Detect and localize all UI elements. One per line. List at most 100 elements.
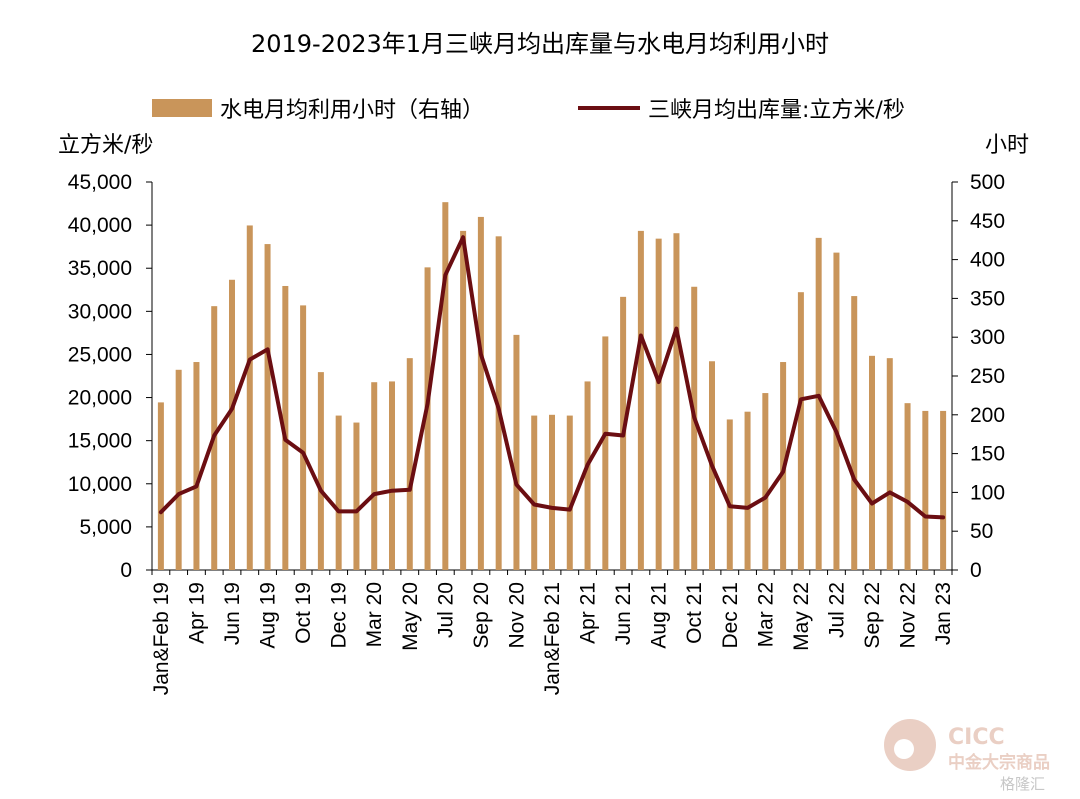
x-tick-label: Apr 19 xyxy=(185,582,208,644)
left-tick-label: 40,000 xyxy=(68,214,132,237)
x-tick-label: Oct 21 xyxy=(683,582,706,644)
right-tick-label: 400 xyxy=(970,249,1005,272)
x-tick-label: Aug 21 xyxy=(648,582,671,649)
bar xyxy=(300,305,307,570)
bar xyxy=(637,230,644,570)
bar xyxy=(442,202,449,570)
bar xyxy=(833,252,840,570)
left-tick-label: 10,000 xyxy=(68,473,132,496)
bar xyxy=(371,382,378,570)
bar xyxy=(673,233,680,570)
x-tick-label: Sep 20 xyxy=(470,582,493,649)
x-tick-label: Oct 19 xyxy=(292,582,315,644)
left-tick-label: 20,000 xyxy=(68,387,132,410)
left-tick-label: 25,000 xyxy=(68,343,132,366)
bar xyxy=(797,292,804,570)
x-tick-label: Jul 22 xyxy=(825,582,848,638)
bar xyxy=(762,393,769,570)
x-tick-label: Jan&Feb 21 xyxy=(541,582,564,695)
x-tick-label: Jan&Feb 19 xyxy=(150,582,173,695)
x-tick-label: May 22 xyxy=(790,582,813,651)
bar xyxy=(264,244,271,570)
right-axis-unit: 小时 xyxy=(985,133,1029,158)
x-tick-label: Sep 22 xyxy=(861,582,884,649)
left-tick-label: 15,000 xyxy=(68,430,132,453)
bar xyxy=(869,355,875,570)
x-tick-label: Mar 22 xyxy=(754,582,777,647)
bar xyxy=(157,402,164,570)
line-series xyxy=(158,235,946,520)
left-tick-label: 30,000 xyxy=(68,300,132,323)
bar xyxy=(282,285,289,570)
x-tick-label: Jun 19 xyxy=(221,582,244,645)
left-tick-label: 45,000 xyxy=(68,171,132,194)
chart-title: 2019-2023年1月三峡月均出库量与水电月均利用小时 xyxy=(251,30,829,58)
x-tick-label: Aug 19 xyxy=(257,582,280,649)
right-tick-label: 350 xyxy=(970,287,1005,310)
left-axis-ticks: 45,000 40,000 35,000 30,000 25,000 20,000 15,0… xyxy=(68,171,152,582)
right-tick-label: 150 xyxy=(970,443,1005,466)
bar xyxy=(317,372,324,570)
bar xyxy=(513,334,520,570)
legend: 水电月均利用小时（右轴） 三峡月均出库量:立方米/秒 xyxy=(152,98,905,123)
watermark: CICC 中金大宗商品 格隆汇 xyxy=(884,719,1050,793)
bar xyxy=(389,381,395,570)
right-tick-label: 300 xyxy=(970,326,1005,349)
bar xyxy=(229,279,235,570)
bar xyxy=(549,414,555,570)
bar xyxy=(726,419,733,570)
bar xyxy=(691,286,698,570)
bar xyxy=(744,411,751,570)
cicc-logo-inner-icon xyxy=(894,739,914,759)
bar xyxy=(246,225,253,570)
bar xyxy=(904,403,911,570)
x-tick-label: Nov 20 xyxy=(505,582,528,649)
x-tick-label: Dec 21 xyxy=(719,582,742,649)
x-tick-label: Jun 21 xyxy=(612,582,635,645)
watermark-subtitle: 中金大宗商品 xyxy=(948,752,1050,773)
x-tick-label: Nov 22 xyxy=(897,582,920,649)
bar xyxy=(655,238,662,570)
legend-bar-label: 水电月均利用小时（右轴） xyxy=(220,98,484,123)
bar xyxy=(335,415,342,570)
right-tick-label: 200 xyxy=(970,404,1005,427)
left-tick-label: 0 xyxy=(120,559,132,582)
bar xyxy=(175,369,182,570)
left-tick-label: 5,000 xyxy=(79,516,132,539)
bar xyxy=(193,362,200,570)
x-axis-ticks: Jan&Feb 19 Apr 19 Jun 19 Aug 19 Oct 19 Dec 19… xyxy=(150,570,955,695)
right-tick-label: 250 xyxy=(970,365,1005,388)
left-axis-unit: 立方米/秒 xyxy=(58,133,153,158)
bar xyxy=(584,381,591,570)
bar xyxy=(566,415,573,570)
bar xyxy=(353,422,360,570)
legend-bar-swatch xyxy=(152,99,212,117)
bar xyxy=(460,230,467,570)
bar xyxy=(940,410,947,570)
bar xyxy=(851,296,858,570)
left-tick-label: 35,000 xyxy=(68,257,132,280)
watermark-site: 格隆汇 xyxy=(1000,775,1045,793)
right-tick-label: 450 xyxy=(970,210,1005,233)
x-tick-label: May 20 xyxy=(399,582,422,651)
bar xyxy=(406,358,413,570)
x-tick-label: Mar 20 xyxy=(363,582,386,647)
bar xyxy=(531,415,538,570)
bar xyxy=(602,336,609,570)
bar xyxy=(424,267,431,570)
x-tick-label: Jan 23 xyxy=(932,582,955,645)
right-tick-label: 0 xyxy=(970,559,982,582)
watermark-brand: CICC xyxy=(948,725,1005,750)
series-line xyxy=(158,235,946,520)
bar xyxy=(477,216,484,571)
x-tick-label: Jul 20 xyxy=(434,582,457,638)
bar xyxy=(886,358,893,570)
right-tick-label: 100 xyxy=(970,481,1005,504)
x-tick-label: Dec 19 xyxy=(328,582,351,649)
right-tick-label: 500 xyxy=(970,171,1005,194)
right-tick-label: 50 xyxy=(970,520,993,543)
legend-line-label: 三峡月均出库量:立方米/秒 xyxy=(648,98,905,123)
bar xyxy=(815,237,822,570)
